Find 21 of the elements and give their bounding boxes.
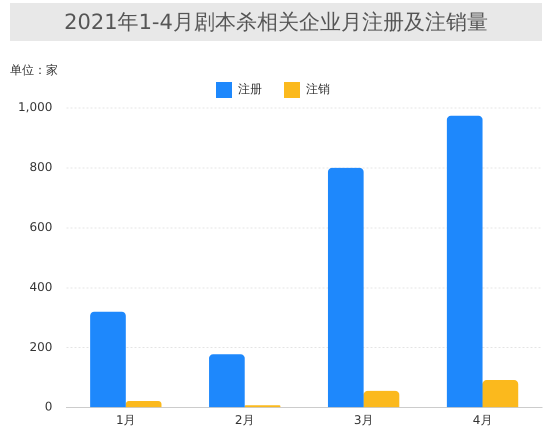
y-tick-label: 1,000	[18, 100, 52, 114]
legend-label: 注册	[238, 82, 262, 96]
x-tick-label: 1月	[116, 412, 136, 427]
x-tick-label: 4月	[472, 412, 492, 427]
bar	[126, 401, 162, 408]
bar	[90, 312, 126, 408]
y-tick-label: 400	[29, 280, 52, 294]
bar	[209, 354, 245, 408]
x-tick-label: 2月	[234, 412, 255, 427]
bar	[446, 116, 483, 408]
text: 单位：家	[10, 62, 58, 79]
y-tick-label: 200	[29, 340, 52, 354]
bar	[328, 168, 364, 408]
y-tick-label: 0	[44, 400, 52, 414]
x-tick-label: 3月	[354, 412, 374, 427]
y-tick-label: 800	[29, 160, 52, 174]
bar	[364, 390, 400, 408]
chart-title: 2021年1-4月剧本杀相关企业月注册及注销量	[10, 3, 542, 41]
bar	[482, 380, 518, 408]
legend-label: 注销	[306, 82, 330, 96]
y-tick-label: 600	[29, 220, 52, 234]
